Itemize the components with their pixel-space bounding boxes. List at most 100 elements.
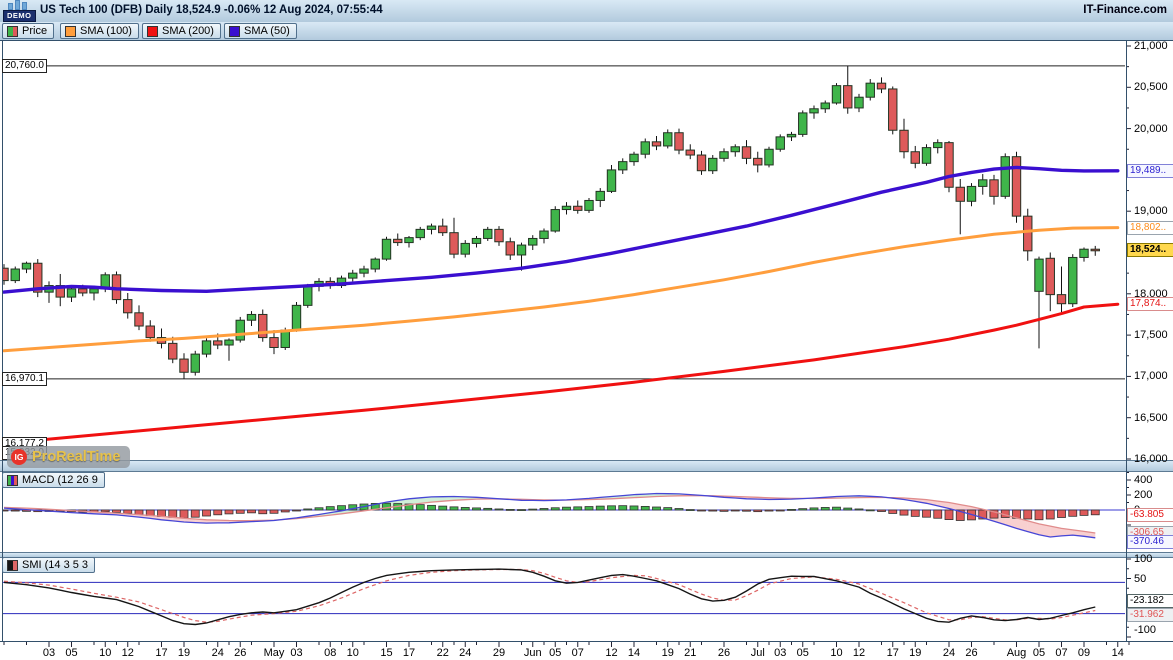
- candle-down: [494, 228, 504, 243]
- macd-histogram-bar: [202, 509, 211, 517]
- legend-price-button[interactable]: Price: [2, 23, 55, 39]
- x-axis-tick-label: 07: [1055, 647, 1068, 659]
- candle-down: [876, 82, 887, 90]
- candle-up: [1000, 156, 1010, 197]
- brand-link[interactable]: IT-Finance.com: [1083, 4, 1167, 16]
- candle-up: [663, 132, 673, 147]
- price-level-label: 20,760.0: [2, 58, 47, 73]
- sma50-line[interactable]: [3, 165, 1120, 294]
- panel-divider-2[interactable]: [0, 552, 1173, 558]
- ig-logo-icon: IG: [11, 449, 27, 465]
- smi-icon: [7, 559, 18, 571]
- price-axis-value-label: 19,489..: [1127, 163, 1173, 178]
- watermark-text: ProRealTime: [32, 449, 121, 465]
- x-axis-tick-label: 24: [942, 647, 956, 659]
- macd-panel[interactable]: [0, 492, 1126, 539]
- x-axis-tick-label: 08: [324, 647, 337, 659]
- candles-series[interactable]: [0, 65, 1100, 379]
- x-axis-tick-label: 24: [211, 647, 224, 659]
- panel-divider[interactable]: [0, 460, 1173, 472]
- sma100-line[interactable]: [3, 226, 1120, 353]
- x-axis-tick-label: May: [263, 647, 285, 659]
- macd-histogram-bar: [798, 508, 808, 511]
- macd-histogram-bar: [505, 508, 515, 511]
- candle-up: [381, 238, 392, 260]
- smi-panel[interactable]: [3, 568, 1126, 626]
- candle-down: [449, 232, 459, 255]
- macd-histogram-bar: [179, 509, 189, 519]
- candle-down: [741, 146, 752, 159]
- x-axis-tick-label: 07: [571, 647, 584, 659]
- candle-up: [415, 228, 425, 239]
- price-axis-tick-label: 20,000: [1134, 122, 1168, 135]
- candle-down: [888, 88, 898, 131]
- smi-axis-value-label: -31.962: [1127, 608, 1173, 622]
- candle-down: [899, 129, 909, 153]
- candle-up: [798, 112, 808, 135]
- macd-histogram-bar: [697, 509, 706, 512]
- x-axis-tick-label: 10: [99, 647, 112, 659]
- legend-sma200-button[interactable]: SMA (200): [142, 23, 221, 39]
- macd-histogram-bar: [989, 509, 999, 519]
- macd-label: MACD (12 26 9: [22, 474, 98, 486]
- macd-histogram-bar: [382, 502, 391, 511]
- price-axis-value-label: 18,802..: [1127, 220, 1173, 235]
- macd-histogram-bar: [224, 509, 234, 515]
- candle-up: [708, 157, 718, 172]
- candle-up: [10, 268, 20, 282]
- macd-histogram-bar: [933, 509, 943, 519]
- macd-histogram-bar: [314, 507, 324, 511]
- candle-down: [1056, 294, 1067, 305]
- x-axis-tick-label: 19: [909, 647, 922, 659]
- macd-histogram-bar: [674, 508, 684, 511]
- candle-up: [201, 340, 212, 355]
- smi-main-line: [3, 568, 1096, 626]
- macd-histogram-bar: [899, 509, 909, 516]
- candle-up: [719, 151, 729, 159]
- x-axis-tick-label: 15: [380, 647, 393, 659]
- macd-histogram-bar: [483, 507, 493, 511]
- candle-up: [471, 237, 482, 244]
- candle-up: [404, 237, 414, 244]
- instrument-title: US Tech 100 (DFB) Daily 18,524.9 -0.06% …: [40, 4, 383, 16]
- macd-histogram-bar: [1034, 509, 1044, 521]
- candle-down: [910, 151, 920, 164]
- prorealtime-watermark: IG ProRealTime: [7, 446, 131, 468]
- legend-sma50-button[interactable]: SMA (50): [224, 23, 297, 39]
- x-axis-tick-label: 05: [549, 647, 562, 659]
- smi-axis-tick-label: 100: [1134, 553, 1153, 565]
- macd-histogram-bar: [123, 509, 133, 514]
- legend-sma100-button[interactable]: SMA (100): [60, 23, 139, 39]
- macd-histogram-bar: [258, 509, 268, 515]
- sma200-swatch-icon: [147, 25, 158, 37]
- x-axis-tick-label: 26: [717, 647, 731, 659]
- macd-histogram-bar: [775, 509, 785, 512]
- candle-down: [1090, 248, 1100, 252]
- x-axis-tick-label: Aug: [1006, 647, 1027, 659]
- macd-histogram-bar: [303, 508, 313, 511]
- x-axis-tick-label: 26: [234, 647, 247, 659]
- x-axis-tick-label: 14: [627, 647, 641, 659]
- legend-sma200-label: SMA (200): [162, 25, 214, 37]
- candle-up: [978, 179, 988, 187]
- price-axis-border[interactable]: [1126, 40, 1127, 642]
- macd-histogram-bar: [1068, 509, 1078, 517]
- candle-down: [145, 325, 155, 339]
- macd-settings-button[interactable]: MACD (12 26 9: [2, 472, 105, 488]
- price-axis-tick-label: 18,000: [1134, 287, 1168, 300]
- candle-down: [955, 186, 965, 202]
- macd-histogram-bar: [629, 505, 639, 511]
- candle-up: [460, 242, 470, 255]
- candle-down: [438, 225, 448, 234]
- macd-histogram-bar: [100, 509, 110, 513]
- x-axis-tick-label: 22: [436, 647, 449, 659]
- sma200-line[interactable]: [3, 302, 1120, 445]
- macd-histogram-bar: [168, 509, 178, 518]
- price-panel[interactable]: [0, 65, 1126, 445]
- candle-up: [561, 205, 572, 211]
- smi-signal-line: [3, 568, 1096, 623]
- smi-settings-button[interactable]: SMI (14 3 5 3: [2, 557, 96, 573]
- x-axis-tick-label: 17: [402, 647, 416, 659]
